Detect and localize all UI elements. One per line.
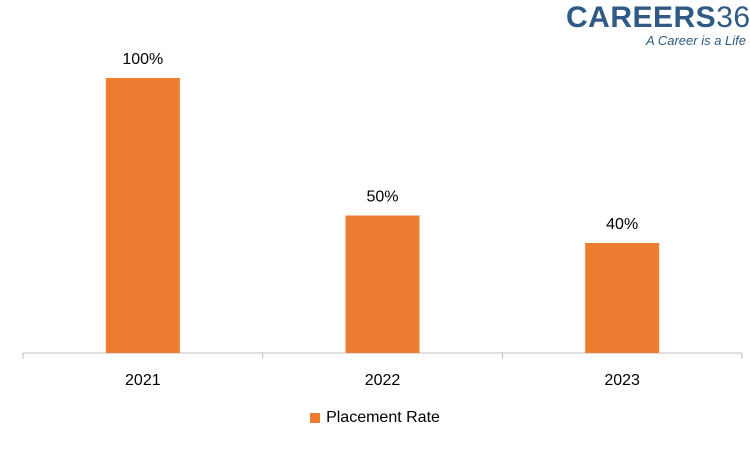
data-label-2023: 40% xyxy=(606,216,638,233)
legend-label: Placement Rate xyxy=(326,409,440,426)
logo-number: 360 xyxy=(716,1,750,34)
x-tick-label-2021: 2021 xyxy=(125,372,161,389)
logo-brand: CAREERS xyxy=(566,1,717,34)
bar-2023 xyxy=(585,243,660,353)
x-tick-label-2022: 2022 xyxy=(365,372,401,389)
plot-area: 100% 2021 50% 2022 40% 2023 xyxy=(22,51,743,389)
logo-wordmark: CAREERS360 xyxy=(566,1,750,34)
legend-swatch xyxy=(310,413,321,423)
x-tick-label-2023: 2023 xyxy=(604,372,640,389)
data-label-2022: 50% xyxy=(366,189,398,206)
data-label-2021: 100% xyxy=(122,51,163,68)
logo-tagline: A Career is a Life xyxy=(646,33,746,48)
bar-2022 xyxy=(345,215,420,353)
legend: Placement Rate xyxy=(0,409,750,427)
bar-2021 xyxy=(105,78,180,353)
careers360-logo: CAREERS360 A Career is a Life xyxy=(566,1,750,49)
